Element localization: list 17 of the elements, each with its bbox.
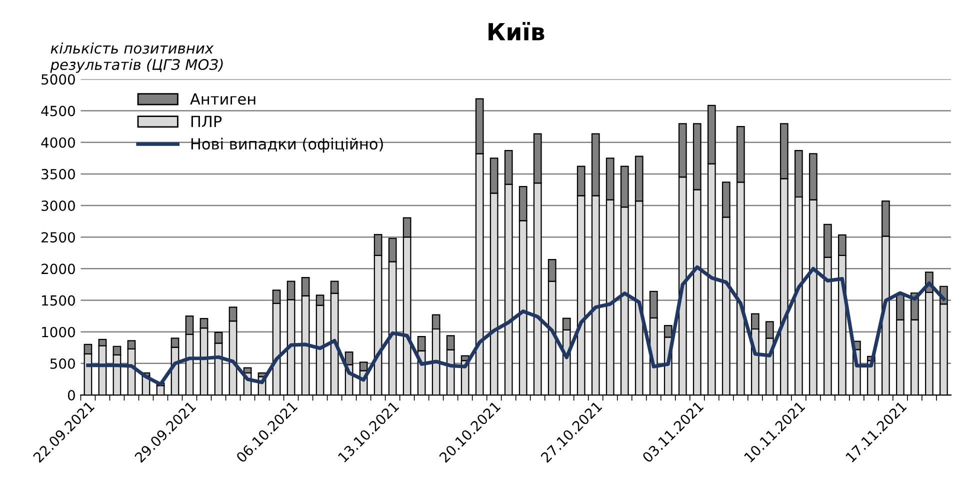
y-tick-label: 4000 (41, 137, 75, 148)
y-tick-label: 1000 (42, 326, 75, 338)
y-tick-label: 500 (50, 358, 75, 369)
line-series (86, 265, 946, 386)
y-tick-label: 5000 (42, 74, 75, 85)
y-tick-label: 2500 (42, 232, 75, 243)
y-tick-label: 0 (68, 390, 75, 400)
y-tick-label: 1500 (42, 295, 75, 306)
y-tick-label: 3500 (42, 168, 75, 180)
legend-label: ПЛР (191, 116, 222, 127)
legend-label: Нові випадки (офіційно) (191, 138, 383, 153)
y-tick-label: 3000 (42, 200, 75, 211)
y-tick-label: 2000 (42, 264, 75, 274)
legend-label: Антиген (190, 93, 256, 105)
y-axis-title: кількість позитивних результатів (ЦГЗ МОЗ) (50, 42, 223, 73)
chart-title: Київ (488, 22, 544, 40)
y-tick-label: 4500 (41, 106, 75, 116)
